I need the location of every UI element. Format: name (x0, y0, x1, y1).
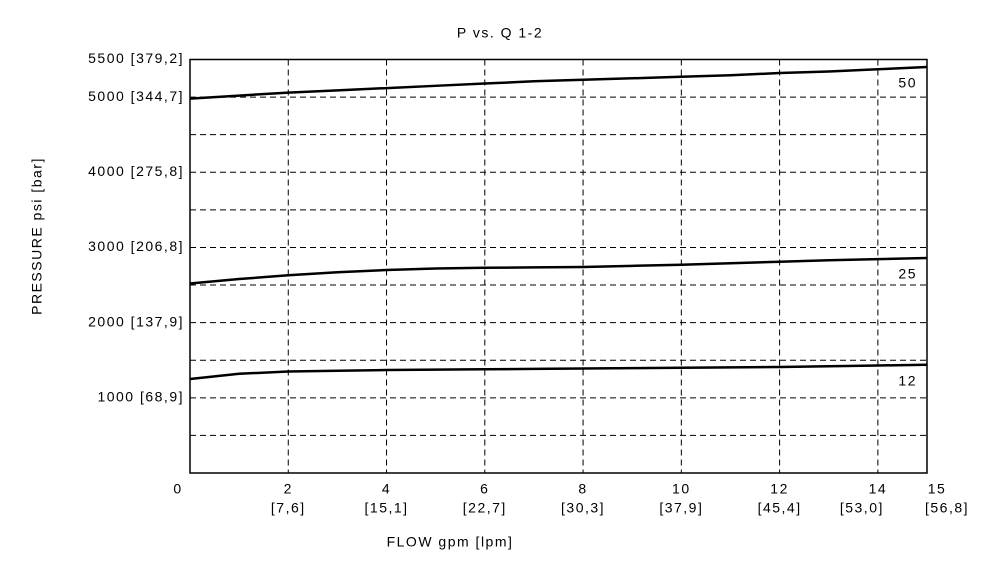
series-label: 12 (898, 372, 917, 388)
plot-frame (189, 58, 928, 474)
series-line (189, 363, 928, 381)
x-tick-label: 10 (672, 481, 691, 497)
x-tick-sublabel: [53,0] (840, 500, 884, 516)
x-tick-sublabel: [15,1] (365, 500, 409, 516)
x-tick-sublabel: [22,7] (463, 500, 507, 516)
series-line (189, 65, 928, 100)
x-tick-label: 2 (284, 481, 293, 497)
x-tick-label: 14 (869, 481, 888, 497)
series-line (189, 256, 928, 285)
y-tick-label: 5500 [379,2] (88, 50, 184, 66)
x-axis-label: FLOW gpm [lpm] (387, 534, 514, 550)
x-tick-label: 15 (928, 481, 947, 497)
series-label: 50 (898, 75, 917, 91)
chart-title: P vs. Q 1-2 (457, 25, 543, 41)
y-tick-label: 5000 [344,7] (88, 88, 184, 104)
x-tick-sublabel: [45,4] (758, 500, 802, 516)
y-axis-label: PRESSURE psi [bar] (29, 157, 45, 315)
y-tick-label: 1000 [68,9] (97, 389, 184, 405)
x-tick-sublabel: [37,9] (659, 500, 703, 516)
x-tick-label: 0 (173, 481, 182, 497)
x-tick-label: 8 (578, 481, 587, 497)
y-tick-label: 4000 [275,8] (88, 163, 184, 179)
x-tick-label: 6 (480, 481, 489, 497)
x-tick-sublabel: [30,3] (561, 500, 605, 516)
x-tick-label: 12 (770, 481, 789, 497)
x-tick-sublabel: [56,8] (925, 500, 969, 516)
y-tick-label: 3000 [206,8] (88, 238, 184, 254)
x-tick-label: 4 (382, 481, 391, 497)
series-label: 25 (898, 266, 917, 282)
y-tick-label: 2000 [137,9] (88, 313, 184, 329)
x-tick-sublabel: [7,6] (271, 500, 306, 516)
